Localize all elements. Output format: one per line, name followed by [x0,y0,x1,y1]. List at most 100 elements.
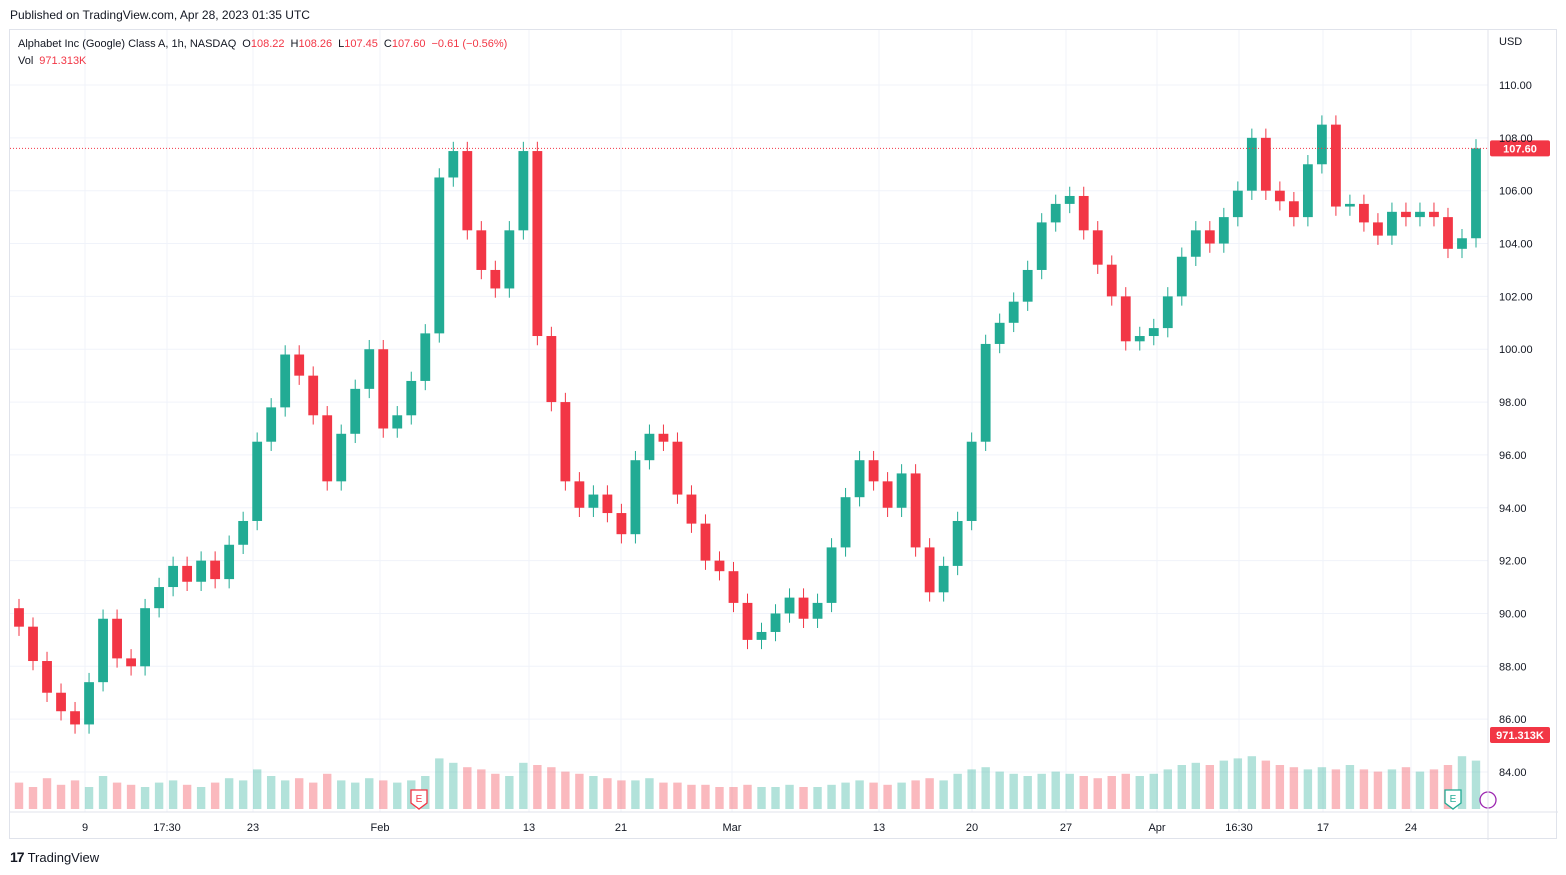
candle-body [504,230,515,289]
candle-body [1274,190,1285,202]
volume-bar [1331,769,1341,809]
volume-bar [771,787,780,809]
volume-bar [729,787,738,809]
y-tick-label: 90.00 [1499,608,1527,620]
volume-bar [1401,767,1411,809]
candle-body [392,415,403,429]
candle-body [616,513,627,535]
candle-body [462,151,473,231]
candle-body [406,380,417,416]
candle-body [658,433,669,442]
legend-vol-value: 971.313K [39,55,87,67]
volume-bar [154,782,164,809]
x-tick-label: 9 [82,822,88,834]
legend-vol-label[interactable]: Vol [18,55,34,67]
chart-frame[interactable]: 107.60 971.313K E E 110.00 108.00 106.00 104.0… [9,29,1558,840]
volume-bar [126,784,136,809]
candle-body [336,433,347,482]
x-tick-label: 13 [523,822,535,834]
candle-body [1373,222,1383,236]
volume-bar [14,782,24,809]
price-chart[interactable]: 107.60 971.313K E E 110.00 108.00 106.00 104.0… [10,30,1558,840]
volume-bar [617,780,626,809]
volume-bar [911,780,920,809]
volume-bar [827,784,836,809]
candle-body [1120,296,1131,342]
volume-bar [519,762,528,809]
volume-bar [435,758,444,809]
volume-bar [140,787,150,809]
x-tick-label: 16:30 [1225,822,1253,834]
candle-body [1330,124,1341,207]
candle-body [798,597,809,619]
candle-body [252,441,263,521]
legend-close-label: C [383,38,392,50]
volume-bar [673,782,682,809]
volume-bar [1023,776,1032,809]
candle-body [168,565,179,588]
last-price-text: 107.60 [1503,143,1537,155]
candle-body [154,587,165,609]
candle-body [1064,195,1075,204]
candle-body [1443,217,1453,249]
candle-body [1232,190,1243,218]
y-tick-label: 92.00 [1499,556,1527,568]
candle-body [994,322,1005,344]
x-tick-label: 17 [1317,822,1329,834]
candle-body [1078,195,1089,231]
volume-bar [1359,769,1369,809]
volume-bar [393,782,402,809]
candle-body [742,602,753,640]
volume-bar [1443,765,1453,809]
volume-bar [967,769,976,809]
volume-bar [70,780,80,809]
volume-bar [294,778,304,809]
volume-bar [379,780,388,809]
volume-bar [743,784,752,809]
candle-body [546,336,557,403]
volume-bar [323,773,332,809]
volume-bar [631,780,640,809]
candle-body [700,523,711,561]
volume-bar [1009,773,1018,809]
candle-body [56,692,66,712]
volume-bar [1457,756,1467,809]
volume-bar [715,787,724,809]
volume-bar [1093,778,1102,809]
tradingview-footer[interactable]: 17 TradingView [10,849,99,865]
candle-body [1415,211,1425,218]
volume-bar [196,787,206,809]
volume-bar [84,787,94,809]
volume-bar [897,782,906,809]
last-price-badge [1490,140,1550,157]
legend-volume-row: Vol 971.313K [18,53,507,70]
candle-body [1190,230,1201,257]
x-tick-label: Apr [1148,822,1165,834]
volume-bar [589,776,598,809]
legend-symbol[interactable]: Alphabet Inc (Google) Class A, 1h, NASDA… [18,38,237,50]
volume-bars [14,756,1481,809]
volume-bar [1107,776,1116,809]
candle-body [1204,230,1215,244]
volume-bar [1205,765,1215,809]
candle-body [602,494,613,514]
x-tick-label: Mar [723,822,742,834]
y-tick-label: 96.00 [1499,450,1527,462]
volume-bar [1471,760,1481,809]
candle-body [98,618,108,683]
volume-bar [1387,769,1397,809]
volume-bar [1345,765,1355,809]
candle-body [840,497,851,548]
y-tick-label: 106.00 [1499,186,1533,198]
candle-body [1134,336,1145,342]
x-tick-label: 20 [966,822,978,834]
candle-body [266,407,277,442]
candle-body [238,520,249,545]
legend-low-value: 107.45 [344,38,378,50]
volume-bar [813,787,822,809]
candle-body [518,151,529,231]
volume-bar [168,780,178,809]
volume-bar [883,784,892,809]
candle-body [910,473,921,548]
volume-bar [1051,771,1060,809]
